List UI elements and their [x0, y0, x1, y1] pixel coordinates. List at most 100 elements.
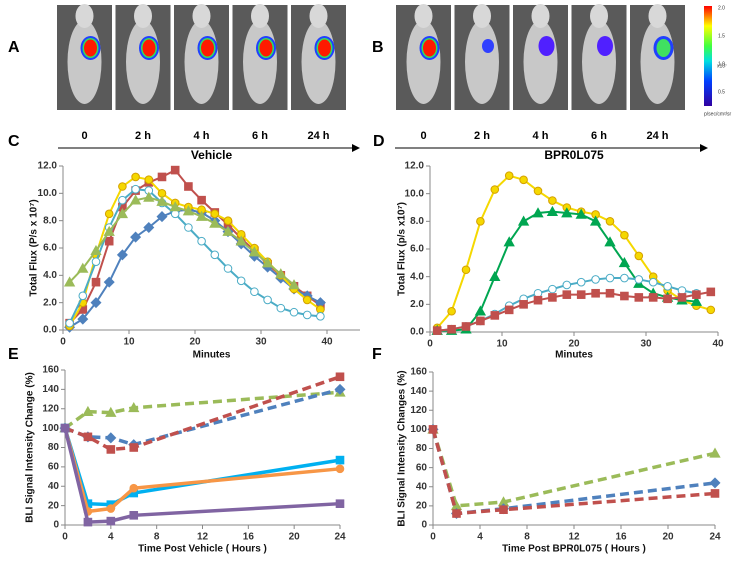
- marker: [91, 257, 101, 266]
- marker: [129, 194, 142, 205]
- marker: [60, 423, 70, 433]
- y-tick-label: 12.0: [405, 161, 425, 172]
- x-tick-label: 0: [427, 339, 433, 350]
- y-tick-label: 8.0: [410, 216, 424, 227]
- marker: [105, 406, 117, 417]
- colorbar-tick: 0.5: [718, 89, 725, 95]
- signal: [84, 39, 97, 57]
- marker: [519, 175, 528, 185]
- marker: [302, 310, 312, 320]
- signal: [201, 39, 214, 57]
- marker: [116, 249, 128, 261]
- time-label: 2 h: [135, 130, 151, 142]
- y-tick-label: 20: [416, 501, 428, 512]
- marker: [706, 305, 716, 315]
- x-tick-label: 24: [334, 532, 346, 543]
- mouse-body: [465, 20, 499, 104]
- marker: [335, 372, 345, 382]
- marker: [618, 257, 631, 268]
- marker: [709, 477, 721, 489]
- marker: [103, 225, 115, 236]
- marker: [77, 262, 89, 273]
- y-tick-label: 100: [410, 424, 427, 435]
- panel-label: B: [372, 39, 384, 56]
- y-axis-label: Total Flux (p/s x10⁷): [397, 202, 408, 296]
- marker: [275, 268, 287, 279]
- x-tick-label: 30: [255, 337, 267, 348]
- marker: [129, 511, 139, 520]
- series-line: [68, 175, 321, 327]
- y-tick-label: 4.0: [410, 271, 424, 282]
- panel-label: E: [8, 346, 19, 363]
- marker: [78, 291, 88, 301]
- x-tick-label: 40: [712, 339, 724, 350]
- x-tick-label: 4: [108, 532, 114, 543]
- series-line: [63, 390, 341, 430]
- marker: [503, 236, 515, 247]
- marker: [236, 276, 246, 286]
- y-tick-label: 0: [53, 520, 59, 531]
- mouse-head: [473, 4, 491, 28]
- marker: [128, 401, 140, 413]
- y-tick-label: 2.0: [410, 299, 424, 310]
- mouse-head: [192, 4, 211, 28]
- marker: [548, 196, 557, 205]
- series-line: [431, 428, 716, 516]
- mouse-body: [126, 20, 160, 104]
- marker: [197, 236, 206, 246]
- marker: [143, 191, 155, 202]
- marker: [104, 209, 114, 219]
- y-axis-label: BLI Signal Intensity Change (%): [25, 372, 36, 523]
- series-line: [63, 427, 341, 507]
- marker: [77, 313, 89, 325]
- y-tick-label: 12.0: [38, 161, 58, 172]
- time-label: 24 h: [646, 130, 668, 142]
- marker: [589, 215, 602, 226]
- marker: [83, 517, 93, 527]
- x-axis-label: Minutes: [193, 350, 231, 361]
- x-tick-label: 30: [640, 339, 652, 350]
- marker: [519, 300, 528, 309]
- y-tick-label: 60: [48, 462, 60, 473]
- time-label: 6 h: [252, 130, 268, 142]
- marker: [620, 273, 629, 283]
- x-tick-label: 0: [430, 532, 436, 543]
- mouse-head: [134, 4, 152, 28]
- marker: [533, 186, 543, 196]
- mouse-body: [523, 20, 558, 104]
- marker: [118, 182, 127, 191]
- marker: [517, 215, 530, 226]
- x-tick-label: 40: [321, 337, 333, 348]
- marker: [90, 297, 102, 309]
- marker: [289, 307, 299, 317]
- x-tick-label: 16: [243, 532, 255, 543]
- marker: [104, 236, 114, 246]
- marker: [548, 293, 557, 302]
- marker: [248, 246, 261, 257]
- series-line: [436, 174, 712, 329]
- marker: [103, 276, 115, 288]
- x-tick-label: 4: [477, 532, 483, 543]
- marker: [677, 293, 687, 302]
- marker: [620, 230, 629, 240]
- mouse-head: [531, 4, 550, 28]
- colorbar-tick: 2.0: [718, 5, 725, 11]
- time-label: 0: [81, 130, 87, 142]
- x-tick-label: 0: [60, 337, 66, 348]
- marker: [499, 505, 508, 514]
- mouse-head: [648, 4, 667, 28]
- marker: [476, 316, 485, 326]
- marker: [235, 235, 247, 246]
- marker: [490, 311, 500, 320]
- y-tick-label: 120: [410, 405, 427, 416]
- marker: [605, 273, 615, 283]
- y-tick-label: 8.0: [43, 215, 57, 226]
- marker: [118, 195, 127, 205]
- marker: [116, 208, 129, 219]
- marker: [489, 270, 501, 281]
- y-tick-label: 140: [42, 384, 59, 395]
- marker: [302, 295, 312, 305]
- mouse-head: [590, 4, 608, 28]
- marker: [562, 280, 572, 290]
- y-tick-label: 2.0: [43, 297, 57, 308]
